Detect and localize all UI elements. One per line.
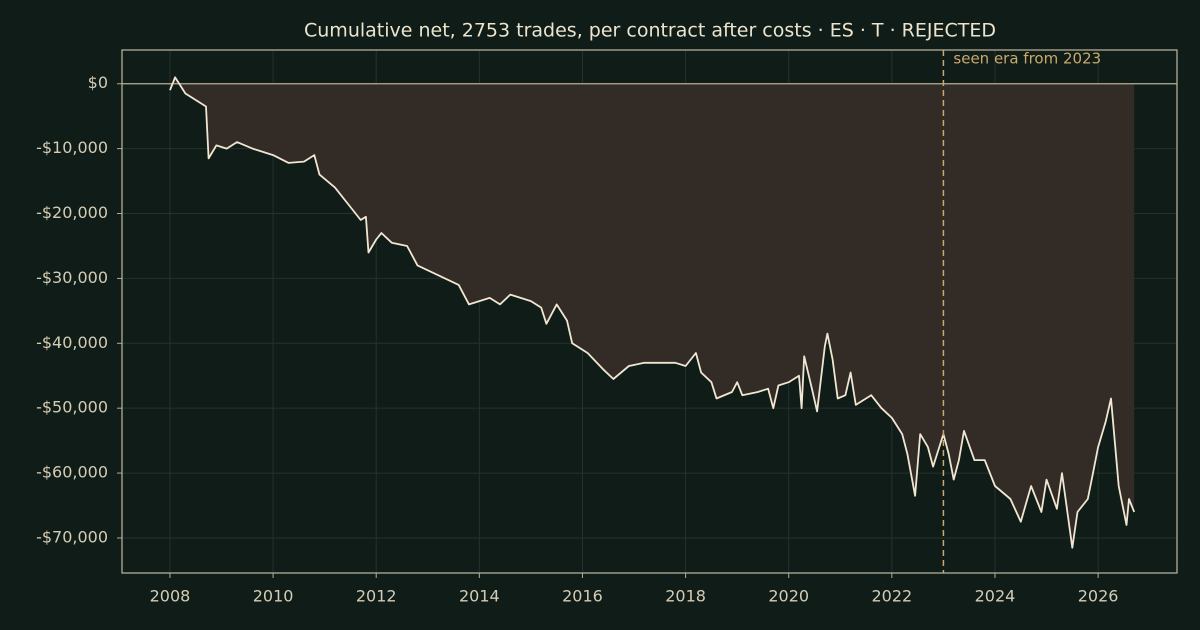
x-tick-label: 2018 bbox=[665, 587, 706, 606]
annotation: seen era from 2023 bbox=[953, 50, 1101, 68]
y-tick-label: -$40,000 bbox=[36, 333, 108, 352]
x-tick-label: 2022 bbox=[871, 587, 912, 606]
x-tick-label: 2010 bbox=[253, 587, 294, 606]
y-tick-label: -$30,000 bbox=[36, 268, 108, 287]
drawdown-area bbox=[169, 77, 1135, 548]
x-tick-label: 2026 bbox=[1078, 587, 1119, 606]
plot-frame bbox=[121, 49, 1178, 574]
chart-title: Cumulative net, 2753 trades, per contrac… bbox=[304, 20, 996, 42]
x-tick-label: 2020 bbox=[768, 587, 809, 606]
y-tick-label: -$50,000 bbox=[36, 398, 108, 417]
x-tick-label: 2014 bbox=[459, 587, 500, 606]
equity-line bbox=[169, 76, 1136, 549]
y-tick-label: -$60,000 bbox=[36, 463, 108, 482]
x-tick-label: 2008 bbox=[150, 587, 191, 606]
x-tick-label: 2024 bbox=[975, 587, 1016, 606]
y-tick-label: -$20,000 bbox=[36, 203, 108, 222]
y-tick-label: -$10,000 bbox=[36, 138, 108, 157]
y-tick-label: -$70,000 bbox=[36, 527, 108, 546]
y-tick-label: $0 bbox=[88, 73, 108, 92]
x-tick-label: 2016 bbox=[562, 587, 603, 606]
x-tick-label: 2012 bbox=[356, 587, 397, 606]
